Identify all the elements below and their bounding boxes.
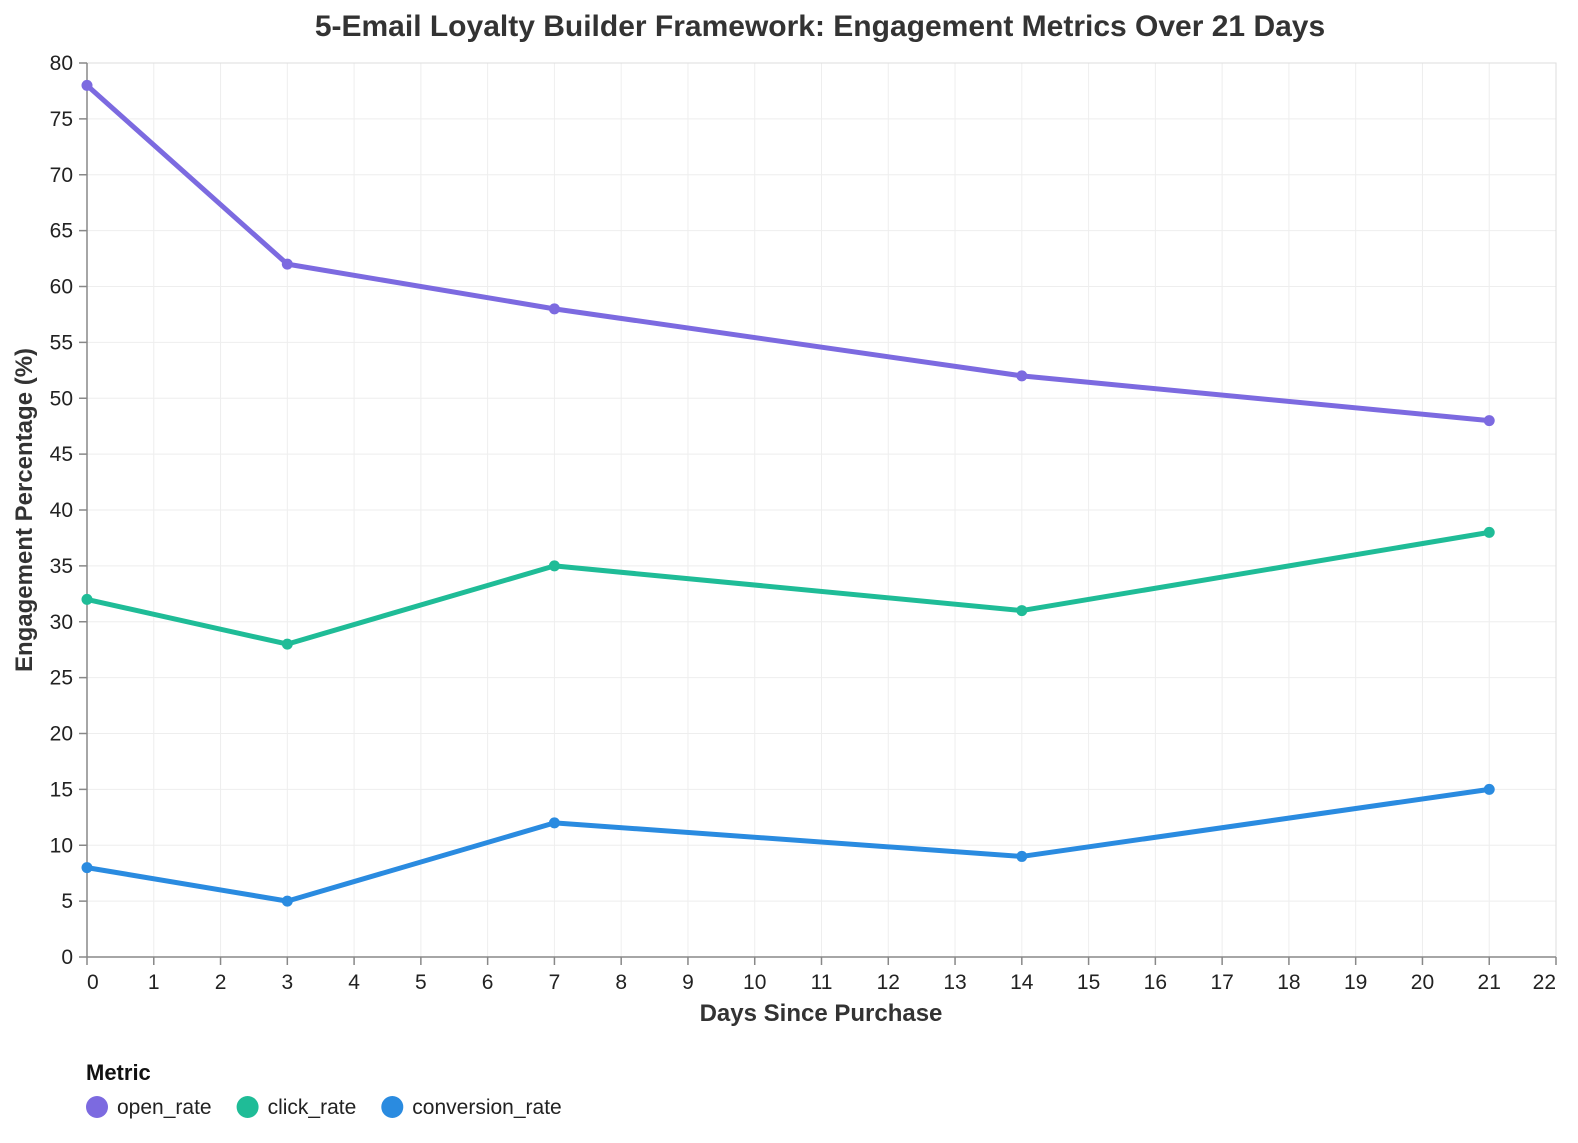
legend-label-open_rate: open_rate bbox=[117, 1096, 212, 1119]
x-axis-title: Days Since Purchase bbox=[700, 1000, 943, 1027]
x-tick-label: 1 bbox=[148, 971, 160, 994]
y-tick-label: 70 bbox=[50, 164, 73, 187]
legend-swatch-click_rate bbox=[236, 1096, 259, 1118]
x-tick-label: 12 bbox=[877, 971, 900, 994]
series-open_rate bbox=[81, 79, 1495, 427]
legend-swatch-open_rate bbox=[86, 1096, 108, 1118]
y-tick-label: 50 bbox=[50, 387, 73, 410]
y-tick-label: 10 bbox=[50, 834, 73, 857]
series-line-click_rate bbox=[84, 529, 1492, 647]
data-point-open_rate bbox=[81, 79, 93, 91]
y-tick-label: 65 bbox=[50, 220, 73, 243]
x-tick-label: 4 bbox=[348, 971, 360, 994]
y-tick-label: 20 bbox=[50, 723, 73, 746]
x-tick-label: 10 bbox=[743, 971, 766, 994]
data-point-open_rate bbox=[1483, 415, 1495, 427]
data-point-conversion_rate bbox=[281, 895, 293, 907]
data-point-conversion_rate bbox=[1483, 783, 1495, 795]
x-tick-label: 6 bbox=[482, 971, 494, 994]
legend-label-conversion_rate: conversion_rate bbox=[412, 1096, 561, 1119]
y-axis-title: Engagement Percentage (%) bbox=[11, 348, 38, 672]
data-point-open_rate bbox=[281, 258, 293, 270]
x-tick-label: 8 bbox=[615, 971, 627, 994]
series-conversion_rate bbox=[81, 783, 1495, 907]
data-point-open_rate bbox=[1016, 370, 1028, 382]
y-tick-label: 5 bbox=[61, 890, 73, 913]
x-tick-label: 21 bbox=[1478, 971, 1501, 994]
y-tick-label: 55 bbox=[50, 331, 73, 354]
y-tick-label: 30 bbox=[50, 611, 73, 634]
data-point-conversion_rate bbox=[548, 817, 560, 829]
data-point-open_rate bbox=[548, 303, 560, 315]
legend: Metric open_rate click_rate conversion_rat… bbox=[86, 1060, 562, 1119]
y-tick-label: 35 bbox=[50, 555, 73, 578]
x-tick-label: 0 bbox=[87, 971, 99, 994]
y-tick-label: 75 bbox=[50, 108, 73, 131]
data-point-click_rate bbox=[281, 638, 293, 650]
y-tick-label: 60 bbox=[50, 276, 73, 299]
chart-title: 5-Email Loyalty Builder Framework: Engag… bbox=[315, 10, 1325, 43]
data-point-click_rate bbox=[1483, 526, 1495, 538]
y-tick-label: 0 bbox=[61, 946, 73, 969]
y-tick-label: 80 bbox=[50, 52, 73, 75]
x-tick-label: 5 bbox=[415, 971, 427, 994]
data-point-conversion_rate bbox=[1016, 850, 1028, 862]
x-tick-label: 14 bbox=[1010, 971, 1034, 994]
y-tick-label: 25 bbox=[50, 667, 73, 690]
x-tick-label: 20 bbox=[1411, 971, 1434, 994]
x-tick-label: 13 bbox=[943, 971, 966, 994]
x-tick-label: 11 bbox=[811, 971, 833, 994]
series-lines bbox=[81, 79, 1495, 907]
axes: 0 1 2 3 4 5 6 7 8 9 10 11 12 13 14 15 16 17 18 19 20 21 220510… bbox=[50, 52, 1557, 994]
x-tick-label: 18 bbox=[1277, 971, 1300, 994]
data-point-click_rate bbox=[548, 560, 560, 572]
series-click_rate bbox=[81, 526, 1495, 650]
data-point-click_rate bbox=[1016, 605, 1028, 617]
data-point-conversion_rate bbox=[81, 862, 93, 874]
x-tick-label: 3 bbox=[281, 971, 293, 994]
y-tick-label: 15 bbox=[50, 778, 73, 801]
series-line-open_rate bbox=[84, 82, 1492, 424]
x-tick-label: 16 bbox=[1144, 971, 1167, 994]
y-tick-label: 40 bbox=[50, 499, 73, 522]
legend-title: Metric bbox=[86, 1060, 151, 1085]
data-point-click_rate bbox=[81, 593, 93, 605]
x-tick-label: 15 bbox=[1077, 971, 1100, 994]
x-tick-label: 17 bbox=[1210, 971, 1233, 994]
y-tick-label: 45 bbox=[50, 443, 73, 466]
x-tick-label: 9 bbox=[682, 971, 694, 994]
x-tick-label: 7 bbox=[549, 971, 561, 994]
x-tick-label: 22 bbox=[1533, 971, 1556, 994]
x-tick-label: 2 bbox=[215, 971, 227, 994]
x-tick-label: 19 bbox=[1344, 971, 1367, 994]
legend-swatch-conversion_rate bbox=[381, 1096, 404, 1118]
legend-label-click_rate: click_rate bbox=[268, 1096, 357, 1119]
gridlines bbox=[86, 62, 1557, 958]
